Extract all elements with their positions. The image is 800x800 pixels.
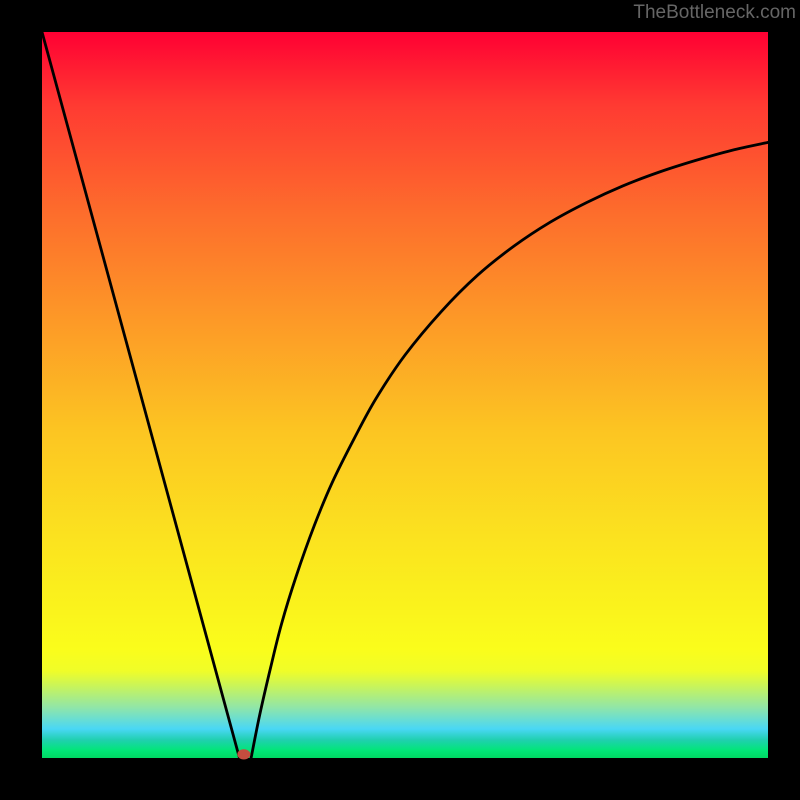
chart-container: TheBottleneck.com bbox=[0, 0, 800, 800]
frame-bottom bbox=[30, 758, 770, 770]
frame-left bbox=[30, 30, 42, 770]
watermark-text: TheBottleneck.com bbox=[633, 2, 796, 24]
frame-top bbox=[30, 30, 770, 32]
bottleneck-chart bbox=[30, 30, 770, 770]
plot-background bbox=[42, 32, 768, 758]
minimum-marker bbox=[237, 749, 250, 759]
